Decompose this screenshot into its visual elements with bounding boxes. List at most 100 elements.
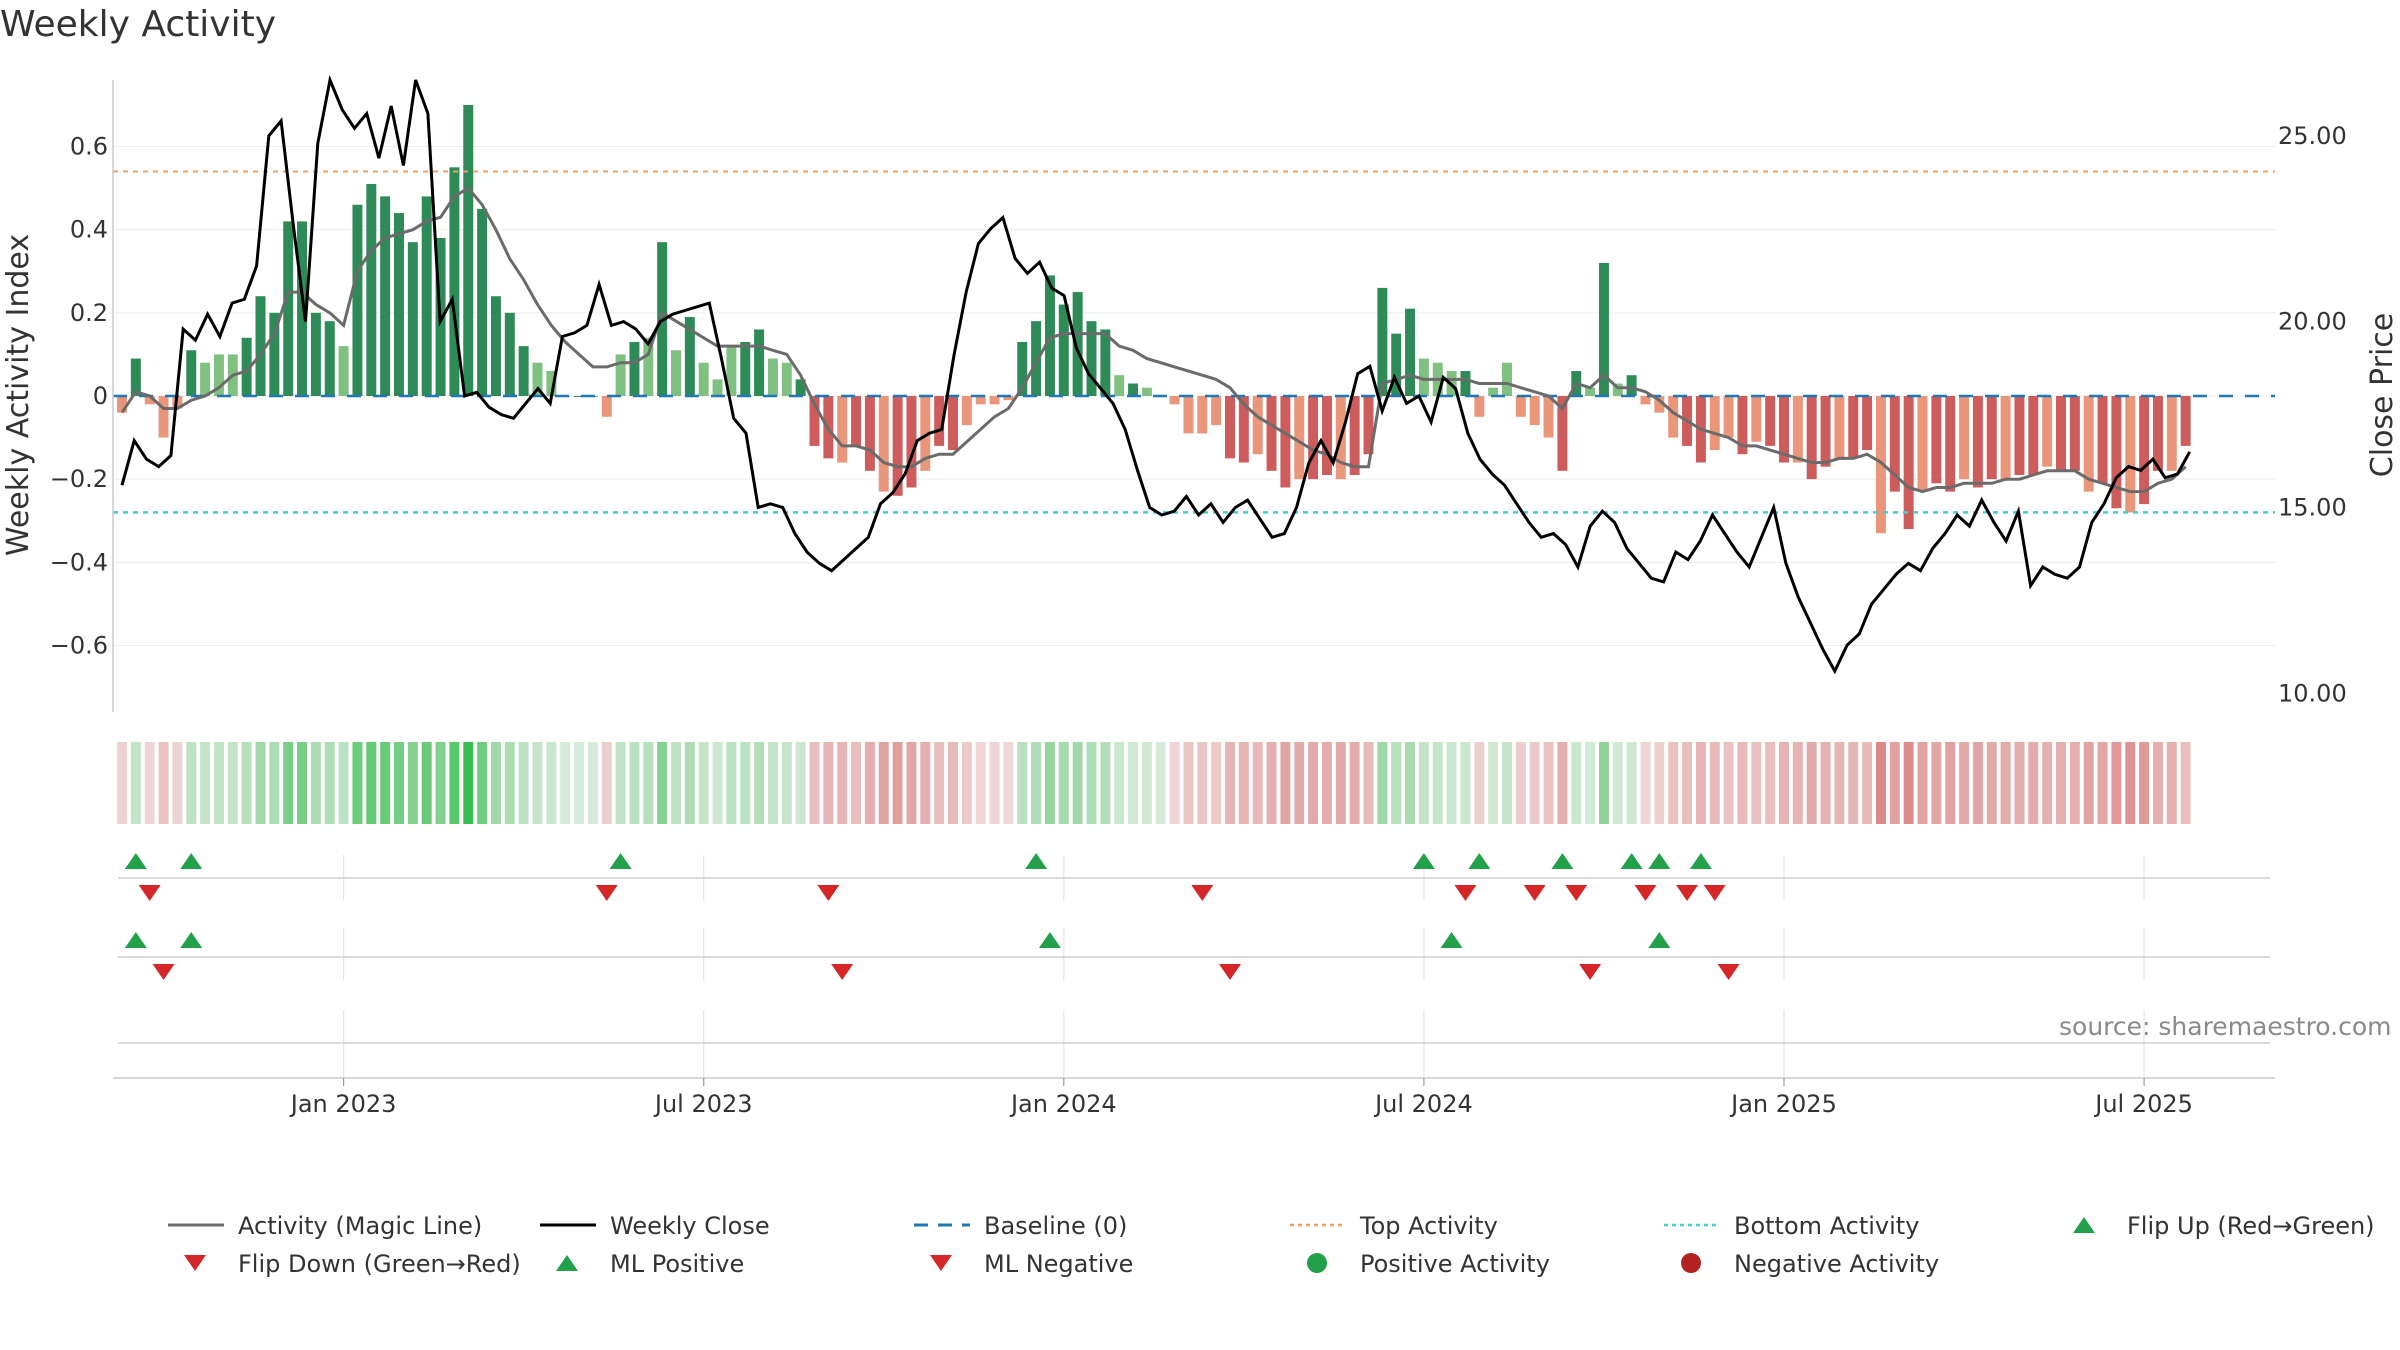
heat-cell [1875, 742, 1886, 824]
activity-bar [1654, 396, 1665, 413]
heat-cell [712, 742, 723, 824]
heat-cell [213, 742, 224, 824]
activity-bar [795, 379, 806, 396]
y-left-tick-label: −0.4 [50, 548, 108, 576]
activity-bar [1751, 396, 1762, 442]
activity-bar [1515, 396, 1526, 417]
activity-bar [809, 396, 820, 446]
heat-cell [823, 742, 834, 824]
activity-bar [324, 321, 335, 396]
heat-cell [532, 742, 543, 824]
activity-bar [490, 296, 501, 396]
heat-cell [1308, 742, 1319, 824]
legend: Activity (Magic Line) Weekly Close Baselin… [168, 1212, 2375, 1278]
activity-bar [1321, 396, 1332, 475]
heat-cell [1252, 742, 1263, 824]
heat-cell [1543, 742, 1554, 824]
activity-bar [1391, 333, 1402, 396]
heat-cell [297, 742, 308, 824]
legend-label: ML Positive [610, 1250, 744, 1278]
flip-down-marker [138, 885, 161, 901]
legend-label: Flip Up (Red→Green) [2127, 1212, 2375, 1240]
heat-cell [2139, 742, 2150, 824]
heat-cell [726, 742, 737, 824]
flip-down-marker [595, 885, 618, 901]
activity-bar [1543, 396, 1554, 438]
activity-bar [920, 396, 931, 471]
ml-negative-marker [1219, 964, 1241, 980]
activity-bars [117, 104, 2191, 534]
activity-bar [1806, 396, 1817, 480]
activity-bar [1294, 396, 1305, 480]
flip-up-marker [1620, 853, 1643, 869]
heat-cell [172, 742, 183, 824]
heat-cell [2000, 742, 2011, 824]
y-left-tick-label: 0 [93, 382, 108, 410]
heat-cell [1598, 742, 1609, 824]
heat-cell [2111, 742, 2122, 824]
legend-label: Top Activity [1359, 1212, 1498, 1240]
activity-bar [781, 362, 792, 396]
activity-bar [1612, 383, 1623, 396]
heat-cell [338, 742, 349, 824]
legend-label: Bottom Activity [1734, 1212, 1919, 1240]
activity-bar [1931, 396, 1942, 484]
heat-cell [1031, 742, 1042, 824]
heat-cell [1405, 742, 1416, 824]
activity-bar [1460, 371, 1471, 396]
activity-bar [200, 362, 211, 396]
activity-bar [1044, 275, 1055, 396]
heat-cell [1737, 742, 1748, 824]
activity-bar [1238, 396, 1249, 463]
heat-cell [2042, 742, 2053, 824]
heat-cell [1114, 742, 1125, 824]
heat-cell [643, 742, 654, 824]
heat-cell [1266, 742, 1277, 824]
flip-up-marker [124, 853, 147, 869]
x-tick-label: Jan 2023 [289, 1090, 397, 1118]
ml-positive-marker [1038, 932, 1061, 948]
heat-cell [1889, 742, 1900, 824]
activity-bar [1349, 396, 1360, 475]
heat-cell [394, 742, 404, 824]
heat-cell [144, 742, 155, 824]
ml-positive-marker [180, 932, 203, 948]
heat-cell [1128, 742, 1139, 824]
legend-label: Activity (Magic Line) [238, 1212, 482, 1240]
activity-bar [2152, 396, 2163, 471]
heat-cell [601, 742, 612, 824]
heat-cell [1654, 742, 1665, 824]
heat-cell [1709, 742, 1720, 824]
activity-bar [1959, 396, 1970, 480]
legend-label: Baseline (0) [984, 1212, 1127, 1240]
activity-bar [1765, 396, 1776, 446]
activity-bar [684, 317, 695, 396]
activity-bar [255, 296, 266, 396]
activity-bar [767, 358, 778, 396]
heat-cell [1640, 742, 1651, 824]
activity-bar [504, 312, 515, 396]
activity-bar [1266, 396, 1277, 471]
weekly-close-line [120, 74, 2192, 675]
activity-bar [1903, 396, 1914, 530]
y-right-tick-label: 10.00 [2278, 679, 2347, 707]
flip-up-marker [609, 853, 632, 869]
activity-bar [1488, 387, 1499, 396]
activity-bar [117, 396, 127, 413]
ml-negative-marker [1579, 964, 1602, 980]
activity-heat-strip [117, 742, 2191, 824]
flip-down-marker [1703, 885, 1726, 901]
activity-bar [130, 358, 141, 396]
flip-down-marker [1565, 885, 1588, 901]
heat-cell [1197, 742, 1208, 824]
heat-cell [1474, 742, 1485, 824]
heat-cell [2125, 742, 2136, 824]
heat-cell [961, 742, 972, 824]
heat-cell [657, 742, 668, 824]
heat-cell [1515, 742, 1526, 824]
activity-bar [1945, 396, 1956, 492]
activity-bar [1252, 396, 1263, 455]
heat-cell [1225, 742, 1235, 824]
activity-bar [864, 396, 875, 471]
